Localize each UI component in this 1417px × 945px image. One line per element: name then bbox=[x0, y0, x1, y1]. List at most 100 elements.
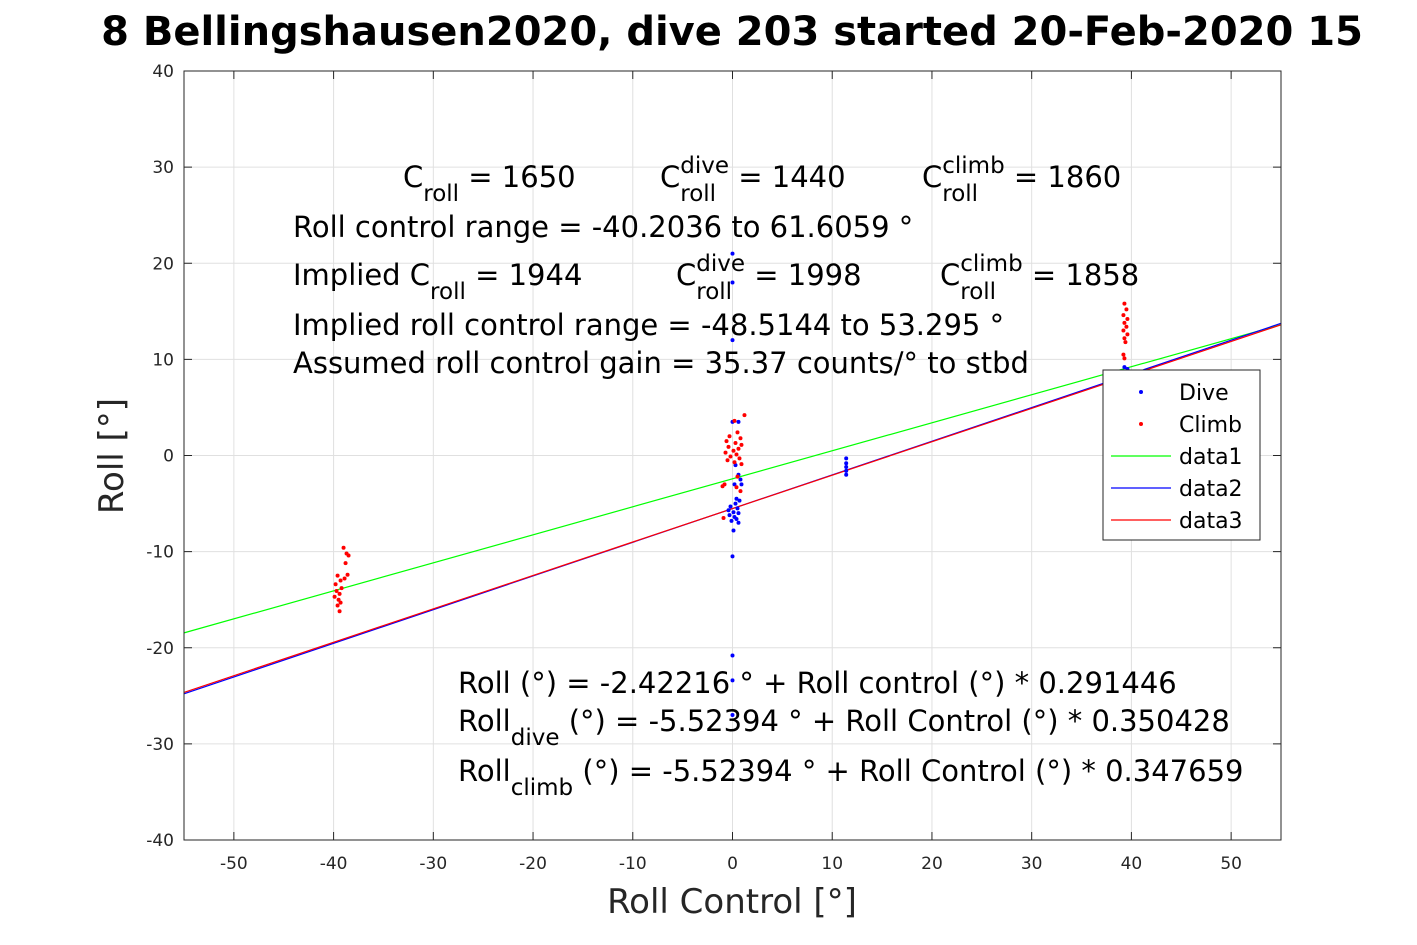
annotation-fit-dive: Rolldive (°) = -5.52394 ° + Roll Control… bbox=[458, 704, 1230, 751]
x-tick-label: -10 bbox=[619, 854, 647, 874]
dive-point bbox=[731, 528, 736, 533]
y-tick-label: 0 bbox=[163, 447, 174, 467]
y-tick-label: 40 bbox=[152, 62, 174, 82]
dive-point bbox=[733, 501, 738, 506]
climb-point bbox=[345, 572, 350, 577]
dive-point bbox=[730, 554, 735, 559]
fit-lines bbox=[183, 322, 1282, 695]
legend-label-Dive: Dive bbox=[1179, 381, 1229, 406]
climb-point bbox=[332, 594, 337, 599]
dive-point bbox=[738, 477, 743, 482]
annotation-fit-all: Roll (°) = -2.42216 ° + Roll control (°)… bbox=[458, 666, 1177, 700]
climb-point bbox=[737, 456, 742, 461]
annotation-c-roll-dive: Cdive roll = 1440 bbox=[660, 153, 846, 207]
y-axis-label: Roll [°] bbox=[92, 398, 132, 514]
series-line-data1 bbox=[183, 324, 1282, 634]
climb-point bbox=[723, 450, 728, 455]
annotation-roll-range: Roll control range = -40.2036 to 61.6059… bbox=[293, 210, 913, 244]
climb-point bbox=[1125, 317, 1130, 322]
dive-point bbox=[730, 280, 735, 285]
annotation-c-roll: Croll = 1650 bbox=[403, 160, 576, 207]
climb-point bbox=[1123, 340, 1128, 345]
climb-point bbox=[735, 474, 740, 479]
dive-point bbox=[734, 496, 739, 501]
climb-point bbox=[720, 484, 725, 489]
x-tick-label: -40 bbox=[320, 854, 348, 874]
annotation-c-roll-climb: Cclimb roll = 1860 bbox=[922, 153, 1121, 207]
y-tick-label: 30 bbox=[152, 158, 174, 178]
dive-point bbox=[844, 456, 849, 461]
dive-point bbox=[730, 653, 735, 658]
dive-point bbox=[734, 516, 739, 521]
climb-point bbox=[733, 441, 738, 446]
climb-point bbox=[734, 485, 739, 490]
y-tick-label: -10 bbox=[146, 543, 174, 563]
dive-point bbox=[844, 468, 849, 473]
climb-point bbox=[334, 589, 339, 594]
climb-point bbox=[731, 448, 736, 453]
x-tick-label: -30 bbox=[419, 854, 447, 874]
dive-point bbox=[730, 713, 735, 718]
climb-point bbox=[739, 462, 744, 467]
dive-point bbox=[844, 472, 849, 477]
climb-point bbox=[732, 418, 737, 423]
climb-point bbox=[1121, 352, 1126, 357]
climb-point bbox=[728, 454, 733, 459]
dive-point bbox=[736, 520, 741, 525]
x-tick-label: 40 bbox=[1121, 854, 1143, 874]
climb-point bbox=[738, 489, 743, 494]
climb-point bbox=[1122, 356, 1127, 361]
climb-point bbox=[341, 545, 346, 550]
dive-point bbox=[739, 482, 744, 487]
dive-point bbox=[736, 419, 741, 424]
y-tick-label: -40 bbox=[146, 831, 174, 851]
climb-point bbox=[736, 446, 741, 451]
climb-point bbox=[335, 573, 340, 578]
dive-point bbox=[736, 511, 741, 516]
dive-point bbox=[726, 508, 731, 513]
dive-point bbox=[844, 465, 849, 470]
annotation-implied-c-roll-dive: Cdive roll = 1998 bbox=[676, 251, 862, 305]
climb-point bbox=[333, 582, 338, 587]
x-tick-label: -20 bbox=[519, 854, 547, 874]
climb-point bbox=[338, 600, 343, 605]
climb-point bbox=[721, 515, 726, 520]
dive-point bbox=[730, 678, 735, 683]
climb-point bbox=[346, 553, 351, 558]
climb-point bbox=[732, 460, 737, 465]
dive-point bbox=[730, 251, 735, 256]
climb-point bbox=[1122, 336, 1127, 341]
dive-point bbox=[729, 518, 734, 523]
dive-point bbox=[728, 504, 733, 509]
climb-point bbox=[337, 609, 342, 614]
x-axis-label: Roll Control [°] bbox=[607, 882, 857, 922]
x-tick-label: -50 bbox=[220, 854, 248, 874]
climb-point bbox=[726, 444, 731, 449]
y-tick-label: -20 bbox=[146, 639, 174, 659]
x-tick-label: 30 bbox=[1021, 854, 1043, 874]
climb-point bbox=[339, 586, 344, 591]
annotation-gain: Assumed roll control gain = 35.37 counts… bbox=[293, 346, 1029, 380]
y-tick-label: 20 bbox=[152, 254, 174, 274]
climb-point bbox=[734, 452, 739, 457]
climb-point bbox=[725, 458, 730, 463]
annotation-fit-climb: Rollclimb (°) = -5.52394 ° + Roll Contro… bbox=[458, 754, 1243, 801]
climb-point bbox=[337, 591, 342, 596]
chart-title: 8 Bellingshausen2020, dive 203 started 2… bbox=[101, 9, 1363, 55]
climb-point bbox=[727, 434, 732, 439]
climb-point bbox=[724, 439, 729, 444]
climb-point bbox=[738, 436, 743, 441]
climb-point bbox=[1122, 320, 1127, 325]
dive-point bbox=[732, 482, 737, 487]
dive-point bbox=[730, 338, 735, 343]
legend-box bbox=[1102, 369, 1261, 541]
climb-point bbox=[335, 603, 340, 608]
climb-point bbox=[336, 597, 341, 602]
legend: Dive Climb data1 data2 data3 bbox=[1102, 369, 1261, 541]
climb-point bbox=[343, 561, 348, 566]
climb-point bbox=[1121, 328, 1126, 333]
legend-label-data1: data1 bbox=[1179, 445, 1243, 470]
dive-point bbox=[735, 506, 740, 511]
legend-label-Climb: Climb bbox=[1179, 413, 1242, 438]
